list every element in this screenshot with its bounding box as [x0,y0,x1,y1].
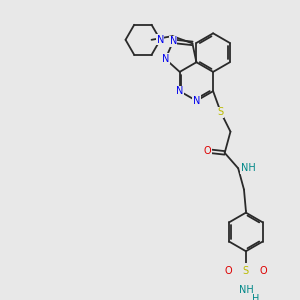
Text: O: O [260,266,267,275]
Text: H: H [252,294,259,300]
Text: O: O [225,266,232,275]
Text: N: N [162,54,169,64]
Text: N: N [169,36,177,46]
Text: S: S [218,107,224,117]
Text: O: O [203,146,211,156]
Text: N: N [157,35,164,45]
Text: N: N [193,96,200,106]
Text: S: S [243,266,249,275]
Text: N: N [176,86,183,96]
Text: NH: NH [241,163,256,173]
Text: NH: NH [238,285,253,295]
